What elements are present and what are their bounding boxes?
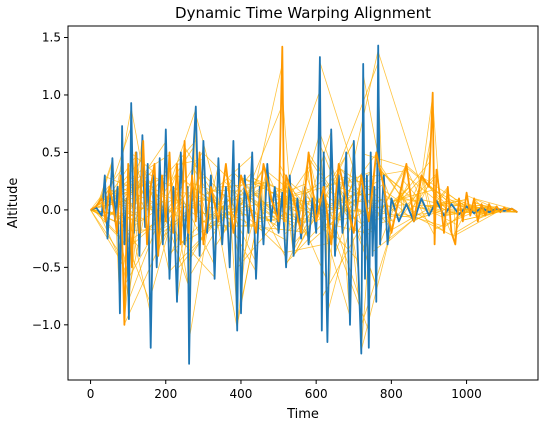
plot-frame — [67, 25, 539, 381]
warp-connection — [338, 62, 379, 167]
warp-connection — [192, 166, 215, 203]
y-tick-label: −1.0 — [32, 318, 61, 332]
warp-connection — [261, 174, 267, 223]
warp-connection — [195, 113, 221, 207]
warp-connection — [413, 214, 430, 220]
warp-connection — [389, 176, 423, 213]
warp-connection — [390, 209, 427, 231]
warp-connection — [327, 194, 360, 311]
warp-connection — [402, 181, 404, 211]
x-tick-label: 600 — [305, 387, 328, 401]
warp-connection — [384, 194, 414, 221]
warp-connection — [285, 194, 323, 265]
x-tick-label: 400 — [230, 387, 253, 401]
warp-connection — [421, 175, 431, 215]
series-lines — [90, 44, 518, 365]
warp-connection — [372, 218, 414, 253]
warp-connection — [452, 209, 502, 237]
warp-connection — [384, 190, 409, 208]
warp-connection — [402, 213, 445, 227]
warp-connection — [124, 226, 169, 325]
y-tick-label: 0.0 — [42, 203, 61, 217]
warp-connection — [312, 191, 351, 318]
warp-connection — [477, 209, 503, 220]
warp-connection — [377, 51, 421, 184]
chart-title: Dynamic Time Warping Alignment — [175, 4, 431, 22]
x-axis-ticks: 0 200 400 600 800 1000 — [87, 380, 482, 401]
warp-connection — [192, 161, 198, 199]
warp-connection — [253, 221, 288, 242]
warp-connection — [416, 95, 434, 213]
warp-connection — [418, 206, 442, 213]
warp-connection — [387, 219, 414, 243]
warp-connection — [294, 217, 317, 244]
warp-connection — [466, 194, 497, 210]
x-axis-label: Time — [286, 407, 319, 422]
x-tick-label: 800 — [380, 387, 403, 401]
warp-connection — [180, 239, 215, 278]
y-tick-label: 0.5 — [42, 145, 61, 159]
warp-connection — [170, 108, 197, 181]
y-tick-label: −0.5 — [32, 260, 61, 274]
x-tick-label: 0 — [87, 387, 95, 401]
warp-connection — [422, 177, 432, 211]
y-tick-label: 1.5 — [42, 30, 61, 44]
warp-connection — [333, 182, 344, 223]
warp-connection — [392, 186, 410, 203]
warp-connection — [90, 167, 124, 211]
x-tick-label: 1000 — [451, 387, 482, 401]
y-axis-ticks: −1.0 −0.5 0.0 0.5 1.0 1.5 — [32, 30, 68, 332]
warp-connection — [90, 209, 120, 252]
warp-connection — [252, 108, 282, 178]
warp-connection — [360, 152, 377, 352]
warp-connection — [473, 198, 512, 210]
y-tick-label: 1.0 — [42, 88, 61, 102]
series-line-orange — [90, 45, 518, 326]
warp-connection — [258, 203, 286, 258]
warp-connection — [175, 218, 220, 271]
warp-connection — [378, 162, 407, 205]
warp-connection — [253, 65, 283, 195]
warp-connection — [279, 164, 311, 224]
y-axis-label: Altitude — [6, 178, 21, 229]
warp-connection — [418, 205, 436, 237]
warp-connection — [245, 197, 279, 222]
warp-connection — [379, 169, 402, 189]
x-tick-label: 200 — [154, 387, 177, 401]
warp-connection — [236, 206, 286, 254]
warp-connection — [90, 209, 121, 261]
warp-connection — [238, 193, 260, 196]
warp-connection — [299, 131, 332, 230]
